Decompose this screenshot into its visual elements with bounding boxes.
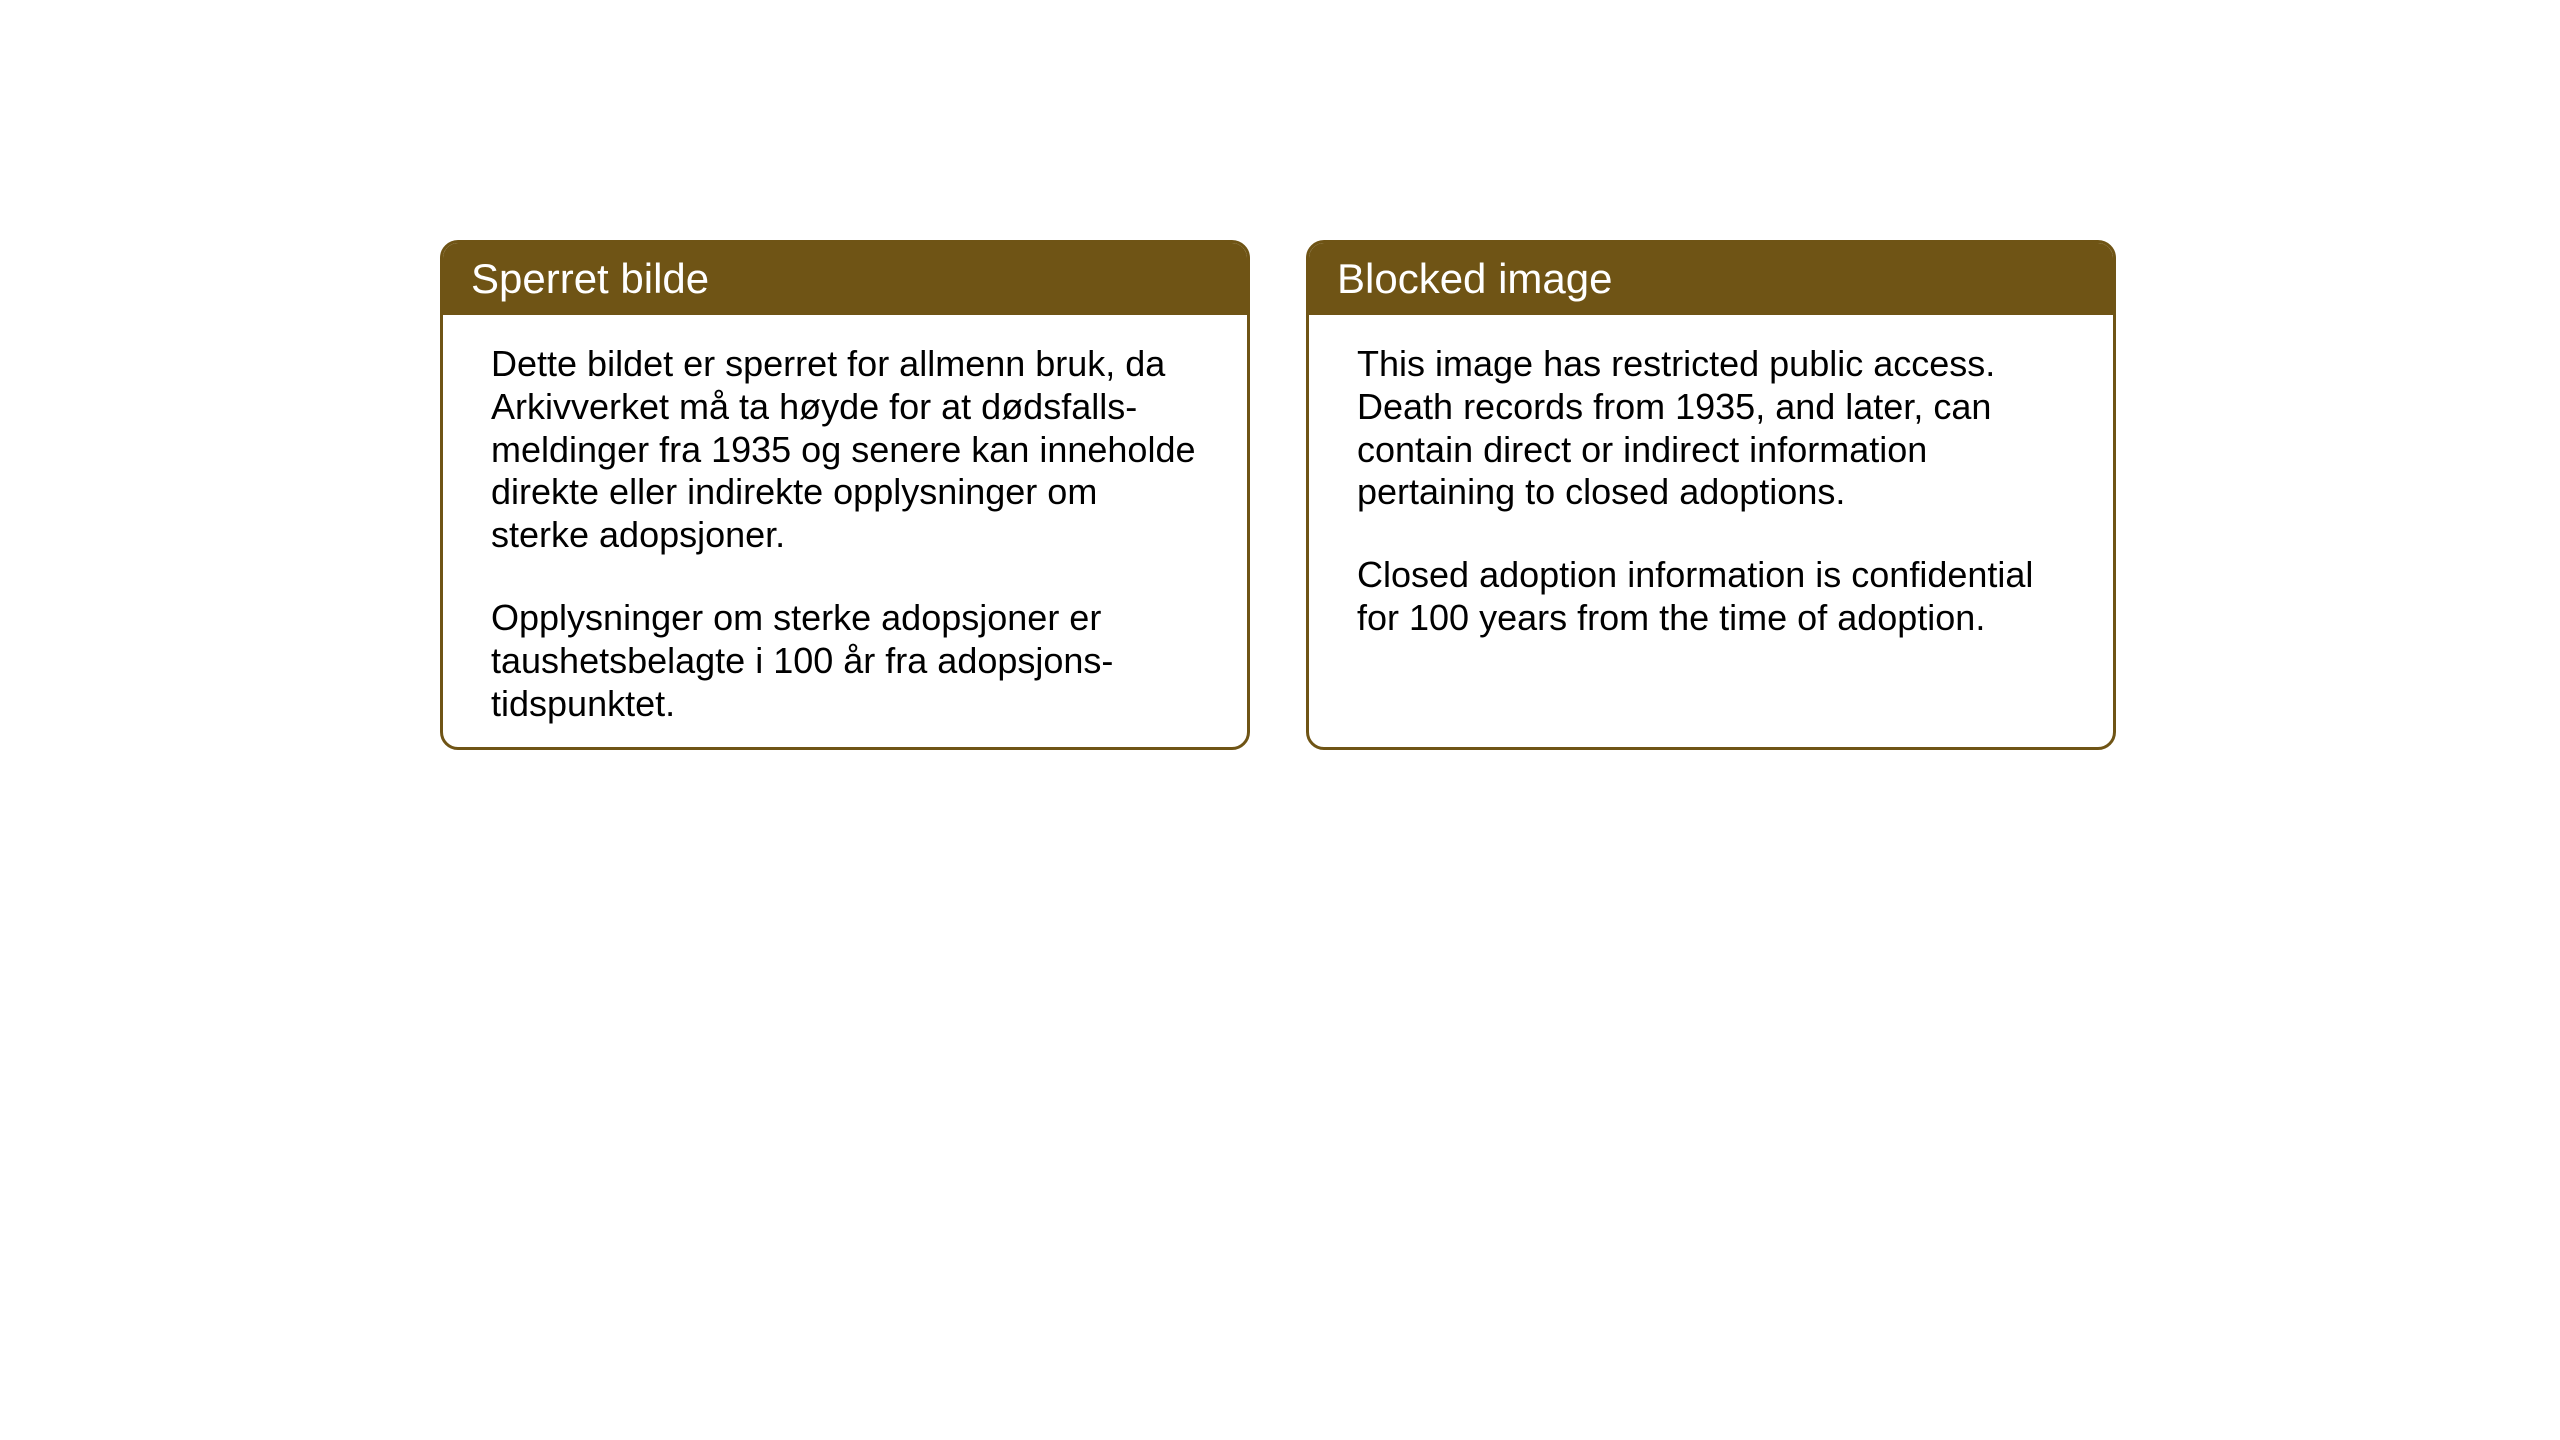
card-header-english: Blocked image — [1309, 243, 2113, 315]
cards-container: Sperret bilde Dette bildet er sperret fo… — [440, 240, 2116, 750]
card-paragraph1-norwegian: Dette bildet er sperret for allmenn bruk… — [491, 343, 1199, 557]
card-english: Blocked image This image has restricted … — [1306, 240, 2116, 750]
card-paragraph2-english: Closed adoption information is confident… — [1357, 554, 2065, 640]
card-header-norwegian: Sperret bilde — [443, 243, 1247, 315]
card-body-norwegian: Dette bildet er sperret for allmenn bruk… — [443, 315, 1247, 750]
card-paragraph2-norwegian: Opplysninger om sterke adopsjoner er tau… — [491, 597, 1199, 725]
card-title-english: Blocked image — [1337, 255, 1612, 302]
card-body-english: This image has restricted public access.… — [1309, 315, 2113, 668]
card-norwegian: Sperret bilde Dette bildet er sperret fo… — [440, 240, 1250, 750]
card-title-norwegian: Sperret bilde — [471, 255, 709, 302]
card-paragraph1-english: This image has restricted public access.… — [1357, 343, 2065, 514]
